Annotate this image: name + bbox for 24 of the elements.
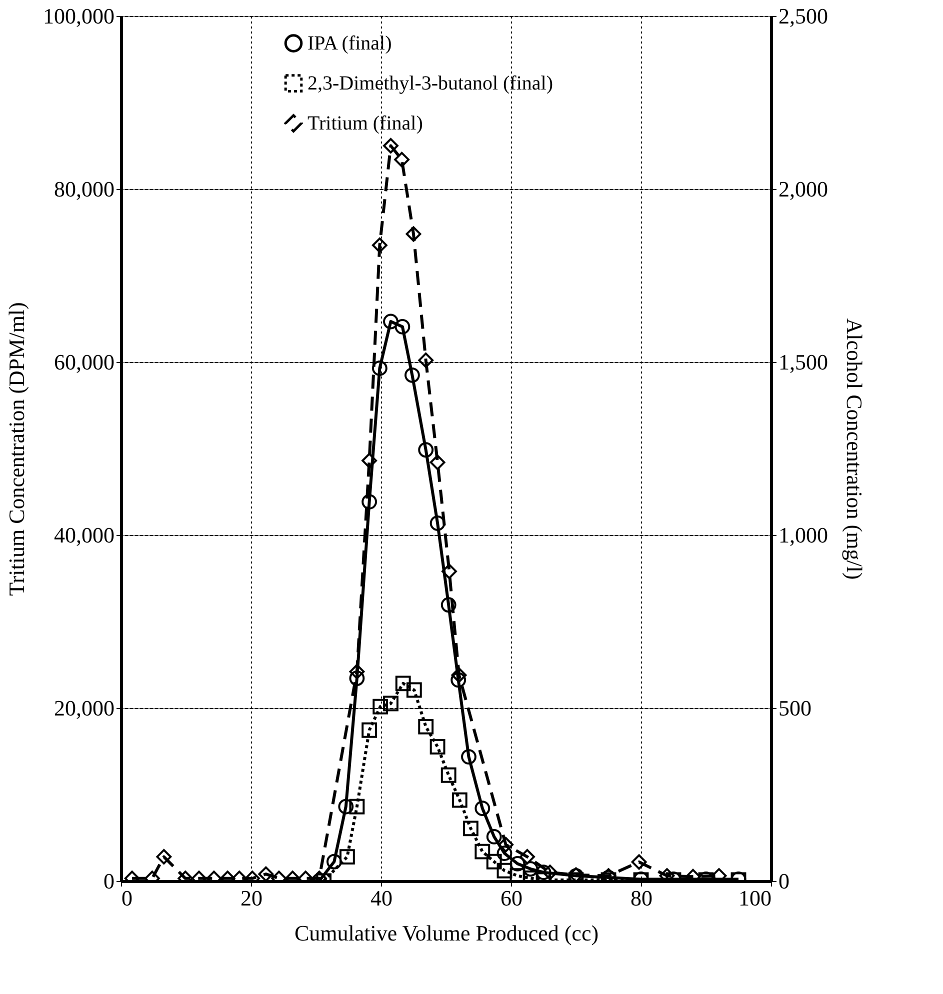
x-axis-title: Cumulative Volume Produced (cc) [294, 920, 599, 946]
x-tick-label: 40 [370, 886, 392, 910]
legend-label: IPA (final) [308, 32, 392, 54]
y2-tick-label: 2,500 [778, 4, 828, 28]
x-tick-label: 100 [738, 886, 772, 910]
y-tick-label: 0 [104, 868, 114, 894]
y2-tick-label: 0 [778, 868, 790, 894]
y-tick-label: 20,000 [54, 696, 114, 720]
x-tick-label: 20 [240, 886, 262, 910]
x-tick-label: 60 [500, 886, 522, 910]
y-tick-label: 80,000 [54, 176, 114, 202]
y-axis-title: Tritium Concentration (DPM/ml) [4, 302, 29, 596]
legend-label: 2,3-Dimethyl-3-butanol (final) [308, 72, 553, 94]
y-tick-label: 40,000 [54, 522, 114, 548]
y2-tick-label: 2,000 [778, 176, 828, 202]
y2-tick-label: 1,000 [778, 522, 828, 548]
y2-tick-label: 500 [778, 696, 812, 720]
x-tick-label: 80 [630, 886, 652, 910]
y2-tick-label: 1,500 [778, 350, 828, 374]
legend-label: Tritium (final) [308, 112, 423, 134]
y-tick-label: 60,000 [54, 350, 114, 374]
y2-axis-title: Alcohol Concentration (mg/l) [842, 318, 867, 580]
y-tick-label: 100,000 [43, 4, 114, 28]
x-tick-label: 0 [122, 886, 132, 910]
